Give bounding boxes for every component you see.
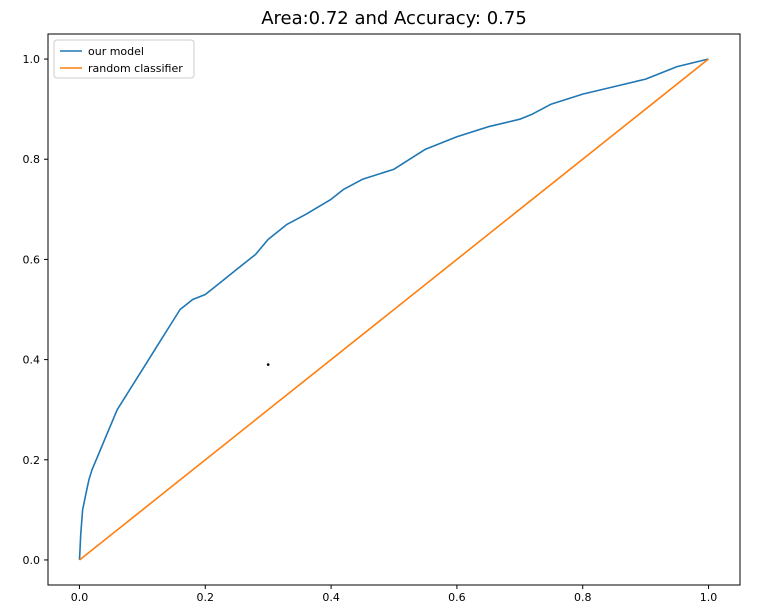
plot-area bbox=[78, 58, 709, 561]
series-line-random-classifier bbox=[79, 58, 709, 561]
y-tick-label: 0.4 bbox=[23, 354, 41, 367]
x-tick-label: 0.6 bbox=[448, 591, 466, 604]
y-tick-label: 0.2 bbox=[23, 454, 41, 467]
axes-frame bbox=[47, 33, 741, 586]
chart-title: Area:0.72 and Accuracy: 0.75 bbox=[261, 8, 527, 29]
y-tick-label: 0.0 bbox=[23, 554, 41, 567]
y-tick-label: 0.6 bbox=[23, 253, 41, 266]
x-tick-label: 0.2 bbox=[197, 591, 215, 604]
legend: our model random classifier bbox=[53, 39, 195, 79]
annotation-point bbox=[266, 363, 270, 366]
x-tick-label: 0.4 bbox=[322, 591, 340, 604]
series-line-our-model bbox=[78, 58, 709, 561]
axes: 0.0 0.2 0.4 0.6 0.8 1.0 0.0 0.2 0.4 0.6 0.8 1.0 bbox=[23, 33, 741, 604]
x-tick-label: 0.8 bbox=[574, 591, 592, 604]
x-tick-label: 0.0 bbox=[71, 591, 89, 604]
legend-label: our model bbox=[88, 45, 144, 58]
x-tick-label: 1.0 bbox=[700, 591, 718, 604]
y-tick-label: 1.0 bbox=[23, 53, 41, 66]
legend-box bbox=[53, 39, 195, 79]
legend-label: random classifier bbox=[88, 62, 183, 75]
y-tick-label: 0.8 bbox=[23, 153, 41, 166]
